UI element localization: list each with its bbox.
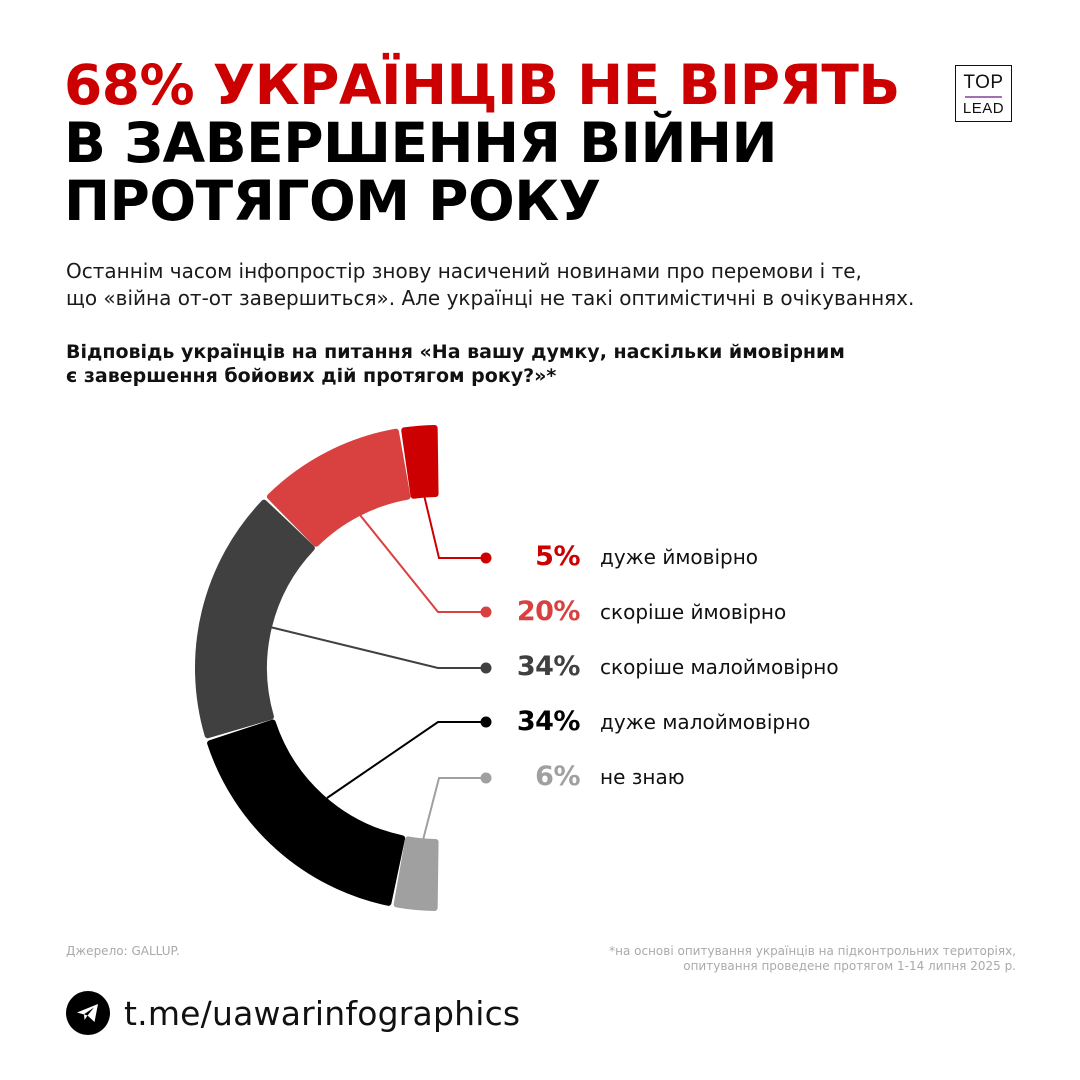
- footnote-line: опитування проведене протягом 1-14 липня…: [683, 959, 1016, 973]
- legend-dot-dont-know: [480, 772, 492, 784]
- legend-pct-very-unlikely: 34%: [516, 706, 581, 737]
- legend-label-very-likely: дуже ймовірно: [600, 545, 759, 569]
- legend-dot-very-likely: [480, 552, 492, 564]
- logo-divider: [965, 96, 1002, 98]
- footnote-line: *на основі опитування українців на підко…: [609, 944, 1016, 958]
- intro-line: що «війна от-от завершиться». Але україн…: [66, 286, 915, 310]
- top-lead-logo: TOP LEAD: [955, 65, 1012, 122]
- legend-pct-dont-know: 6%: [535, 761, 580, 792]
- title-line-2: В ЗАВЕРШЕННЯ ВІЙНИ: [64, 111, 778, 175]
- intro-line: Останнім часом інфопростір знову насичен…: [66, 259, 862, 283]
- question-line: є завершення бойових дій протягом року?»…: [66, 365, 557, 387]
- legend-pct-rather-likely: 20%: [516, 596, 581, 627]
- leader-line-very-likely: [423, 494, 486, 559]
- leader-line-rather-unlikely: [269, 626, 486, 669]
- leader-line-dont-know: [422, 777, 486, 841]
- telegram-link[interactable]: t.me/uawarinfographics: [66, 991, 520, 1035]
- leader-line-rather-likely: [359, 514, 486, 613]
- segment-very-likely: [401, 425, 439, 499]
- title-line-1: 68% УКРАЇНЦІВ НЕ ВІРЯТЬ: [64, 53, 900, 117]
- logo-bottom-text: LEAD: [962, 99, 1005, 117]
- legend-label-very-unlikely: дуже малоймовірно: [600, 710, 811, 734]
- legend-dot-very-unlikely: [480, 716, 492, 728]
- segment-very-unlikely: [207, 719, 406, 906]
- segment-rather-likely: [266, 428, 411, 547]
- title-line-3: ПРОТЯГОМ РОКУ: [64, 169, 601, 233]
- intro-paragraph: Останнім часом інфопростір знову насичен…: [66, 258, 1046, 312]
- legend-dot-rather-likely: [480, 606, 492, 618]
- legend-dot-rather-unlikely: [480, 662, 492, 674]
- leader-line-very-unlikely: [326, 721, 486, 799]
- telegram-icon: [66, 991, 110, 1035]
- telegram-link-text[interactable]: t.me/uawarinfographics: [124, 993, 521, 1033]
- question-line: Відповідь українців на питання «На вашу …: [66, 341, 845, 363]
- segment-dont-know: [393, 836, 439, 911]
- legend-pct-rather-unlikely: 34%: [516, 651, 581, 682]
- legend-label-rather-likely: скоріше ймовірно: [600, 600, 787, 624]
- segment-rather-unlikely: [195, 499, 315, 739]
- footnote: *на основі опитування українців на підко…: [609, 944, 1016, 974]
- legend-pct-very-likely: 5%: [535, 541, 580, 572]
- source-text: Джерело: GALLUP.: [66, 944, 180, 958]
- legend-label-dont-know: не знаю: [600, 765, 685, 789]
- logo-top-text: TOP: [963, 72, 1004, 93]
- legend-label-rather-unlikely: скоріше малоймовірно: [600, 655, 839, 679]
- page-title: 68% УКРАЇНЦІВ НЕ ВІРЯТЬ В ЗАВЕРШЕННЯ ВІЙ…: [64, 56, 944, 230]
- question-heading: Відповідь українців на питання «На вашу …: [66, 340, 1026, 388]
